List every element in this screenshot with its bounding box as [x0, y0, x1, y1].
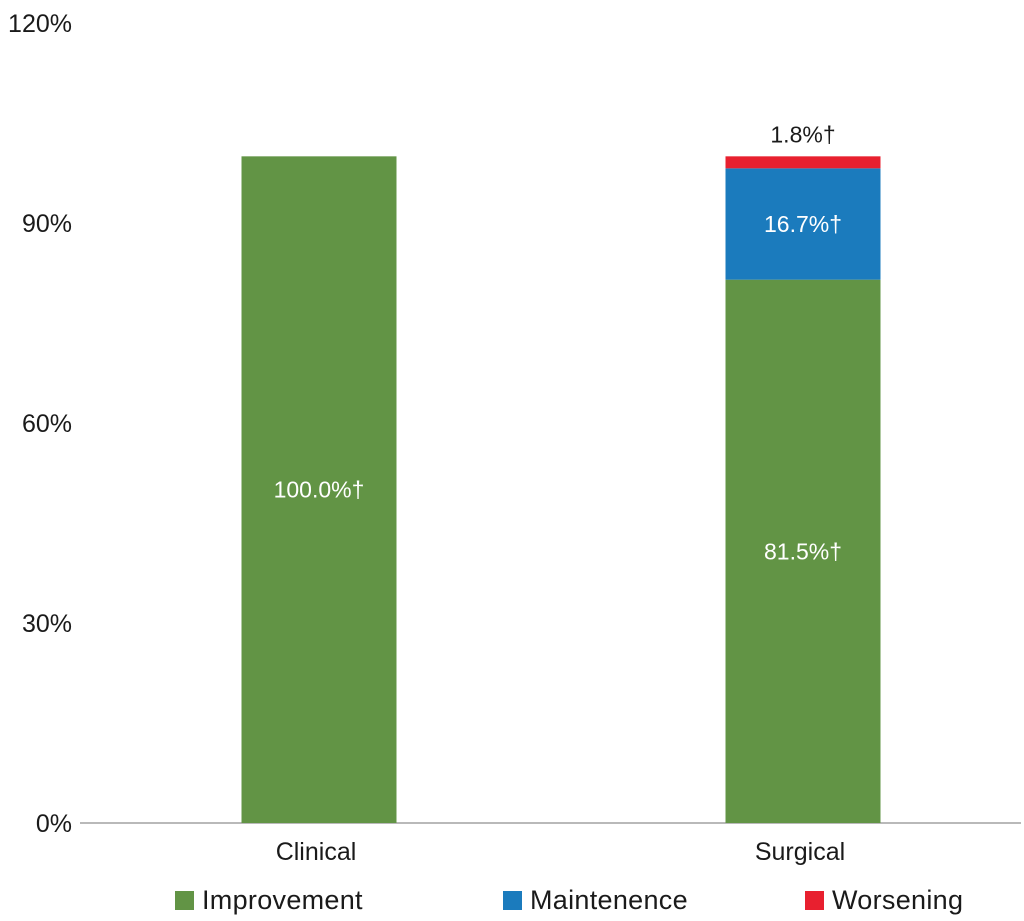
- bar-improvement-clinical: [241, 156, 397, 824]
- bars: [241, 156, 881, 824]
- data-label-improvement-clinical: 100.0%†: [274, 477, 365, 503]
- y-axis-ticks: 0% 30% 60% 90% 120%: [8, 10, 72, 838]
- legend-item-maintenence: Maintenence: [503, 880, 688, 920]
- legend: Improvement Maintenence Worsening: [0, 880, 1024, 920]
- data-label-worsening-surgical: 1.8%†: [770, 121, 835, 147]
- data-label-improvement-surgical: 81.5%†: [764, 538, 842, 564]
- y-tick-label: 30%: [22, 610, 72, 638]
- y-tick-label: 0%: [36, 810, 72, 838]
- legend-label-worsening: Worsening: [832, 884, 964, 915]
- legend-swatch-maintenence: [503, 890, 522, 910]
- x-tick-label: Surgical: [755, 838, 845, 866]
- y-tick-label: 60%: [22, 410, 72, 438]
- legend-swatch-worsening: [805, 890, 824, 910]
- bar-improvement-surgical: [725, 279, 881, 824]
- y-tick-label: 120%: [8, 10, 72, 38]
- legend-swatch-improvement: [175, 890, 194, 910]
- bar-maintenence-surgical: [725, 168, 881, 280]
- legend-label-maintenence: Maintenence: [530, 884, 688, 915]
- legend-label-improvement: Improvement: [202, 884, 363, 915]
- x-axis-ticks: Clinical Surgical: [276, 838, 845, 866]
- stacked-bar-chart: 0% 30% 60% 90% 120% 100.0%† 81.5%† 16.7%† 1.8%†…: [8, 10, 1021, 866]
- data-labels: 100.0%† 81.5%† 16.7%† 1.8%†: [274, 121, 842, 564]
- bar-worsening-surgical: [725, 156, 881, 169]
- data-label-maintenence-surgical: 16.7%†: [764, 211, 842, 237]
- y-tick-label: 90%: [22, 210, 72, 238]
- legend-item-worsening: Worsening: [805, 880, 963, 920]
- legend-item-improvement: Improvement: [175, 880, 363, 920]
- x-tick-label: Clinical: [276, 838, 357, 866]
